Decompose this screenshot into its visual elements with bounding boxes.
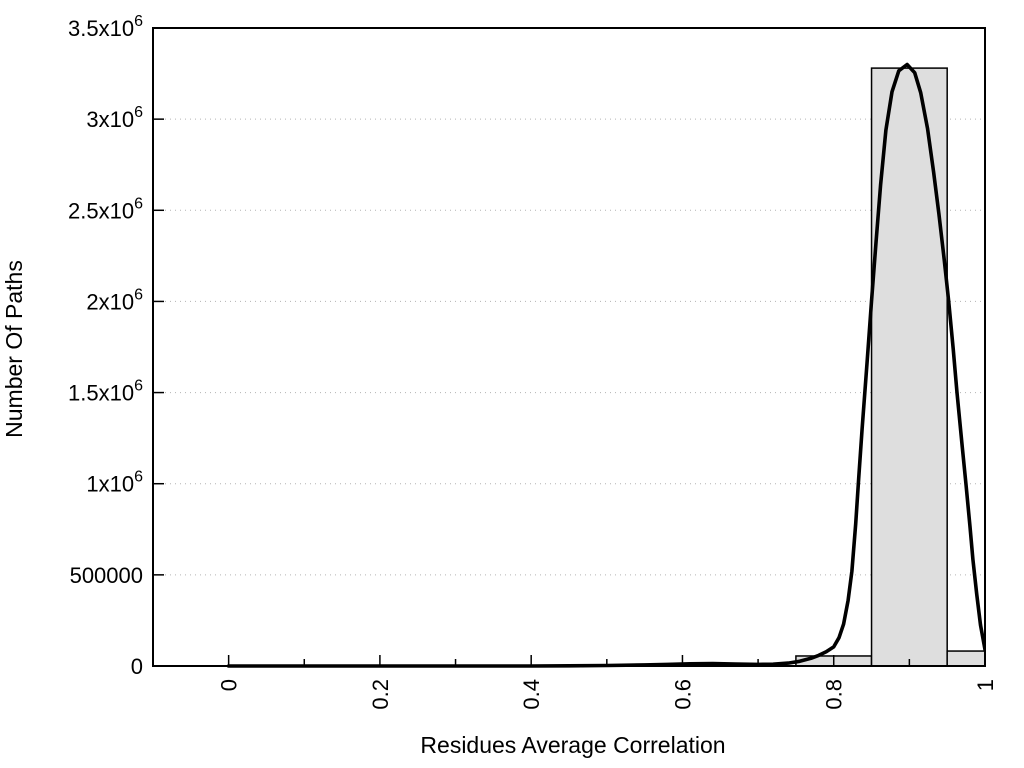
y-tick-labels: 0 500000 1x106 1.5x106 2x106 2.5x106 3x106 3.5x… bbox=[68, 13, 143, 679]
x-tick-label: 0.4 bbox=[519, 679, 544, 710]
x-tick-label: 1 bbox=[973, 679, 998, 691]
x-tick-label: 0.2 bbox=[368, 679, 393, 710]
histogram-bar bbox=[946, 650, 986, 667]
plot-border bbox=[152, 27, 986, 667]
y-tick-label: 1x106 bbox=[86, 469, 143, 497]
x-tick-label: 0.8 bbox=[822, 679, 847, 710]
y-axis-title: Number Of Paths bbox=[1, 260, 27, 438]
y-tick-label: 1.5x106 bbox=[68, 378, 143, 406]
y-gridlines bbox=[155, 27, 984, 576]
x-tick-labels: 0 0.2 0.4 0.6 0.8 1 bbox=[217, 679, 998, 710]
x-tick-label: 0 bbox=[217, 679, 242, 691]
x-tick-label: 0.6 bbox=[670, 679, 695, 710]
histogram-bars bbox=[795, 67, 986, 667]
y-tick-label: 0 bbox=[131, 654, 143, 679]
y-tick-label: 500000 bbox=[70, 563, 143, 588]
y-tick-label: 3x106 bbox=[86, 104, 143, 132]
axis-ticks bbox=[153, 27, 986, 667]
y-tick-label: 2.5x106 bbox=[68, 195, 143, 223]
y-tick-label: 2x106 bbox=[86, 286, 143, 314]
x-axis-title: Residues Average Correlation bbox=[420, 732, 725, 758]
plot-layer: 0 0.2 0.4 0.6 0.8 1 0 500000 1x106 1.5x106 2x106 2.… bbox=[68, 13, 998, 710]
y-tick-label: 3.5x106 bbox=[68, 13, 143, 41]
